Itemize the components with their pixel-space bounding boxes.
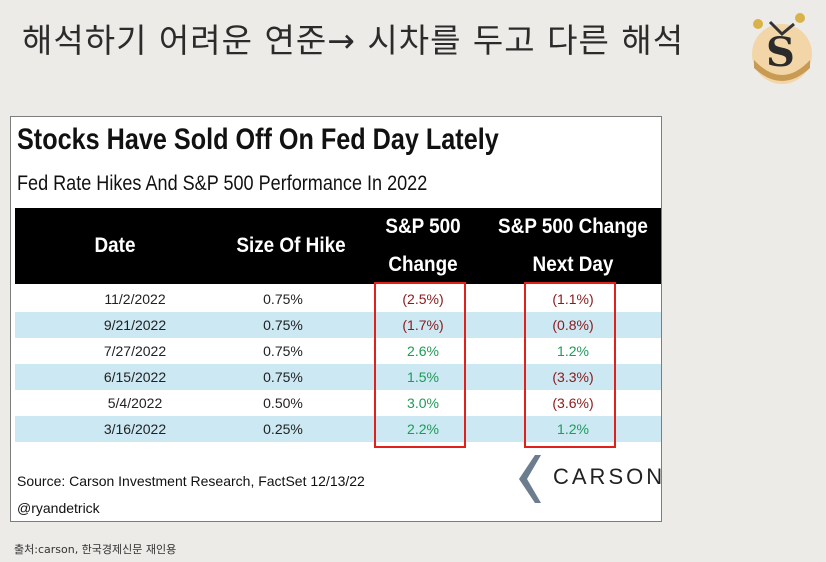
cell-change: 1.5% bbox=[407, 369, 439, 385]
table-body: 11/2/2022 0.75% (2.5%) (1.1%) 9/21/2022 … bbox=[15, 286, 661, 442]
column-header-next-day-line1: S&P 500 Change bbox=[498, 215, 648, 238]
table-row: 6/15/2022 0.75% 1.5% (3.3%) bbox=[15, 364, 661, 390]
column-header-date: Date bbox=[94, 234, 136, 257]
cell-date: 5/4/2022 bbox=[107, 395, 163, 411]
chart-headline: Stocks Have Sold Off On Fed Day Lately bbox=[17, 123, 499, 156]
cell-hike: 0.25% bbox=[263, 421, 303, 437]
cell-hike: 0.75% bbox=[263, 317, 303, 333]
cell-date: 3/16/2022 bbox=[103, 421, 167, 437]
carson-logo-icon bbox=[519, 455, 541, 503]
cell-date: 9/21/2022 bbox=[103, 317, 167, 333]
cell-hike: 0.75% bbox=[263, 369, 303, 385]
cell-hike: 0.75% bbox=[263, 291, 303, 307]
cell-next-day: 1.2% bbox=[557, 343, 589, 359]
svg-text:S: S bbox=[766, 29, 795, 76]
slide-title: 해석하기 어려운 연준→ 시차를 두고 다른 해석 bbox=[22, 21, 685, 60]
cell-change: 2.2% bbox=[407, 421, 439, 437]
column-header-change-line2: Change bbox=[388, 253, 458, 276]
cell-date: 7/27/2022 bbox=[103, 343, 167, 359]
cell-next-day: (1.1%) bbox=[552, 291, 594, 307]
image-footnote: 출처:carson, 한국경제신문 재인용 bbox=[14, 543, 177, 556]
column-header-hike: Size Of Hike bbox=[236, 234, 346, 257]
cell-change: (1.7%) bbox=[402, 317, 444, 333]
cell-change: (2.5%) bbox=[402, 291, 444, 307]
chart-card: Stocks Have Sold Off On Fed Day Lately F… bbox=[10, 116, 662, 522]
highlight-box-change bbox=[374, 282, 466, 448]
cell-hike: 0.75% bbox=[263, 343, 303, 359]
carson-brand: CARSON bbox=[553, 464, 666, 489]
cell-next-day: (3.6%) bbox=[552, 395, 594, 411]
cell-change: 2.6% bbox=[407, 343, 439, 359]
cell-next-day: 1.2% bbox=[557, 421, 589, 437]
chart-subhead: Fed Rate Hikes And S&P 500 Performance I… bbox=[17, 172, 428, 195]
cell-hike: 0.50% bbox=[263, 395, 303, 411]
cell-next-day: (3.3%) bbox=[552, 369, 594, 385]
table-row: 9/21/2022 0.75% (1.7%) (0.8%) bbox=[15, 312, 661, 338]
column-header-change-line1: S&P 500 bbox=[385, 215, 461, 238]
cell-date: 6/15/2022 bbox=[103, 369, 167, 385]
cell-date: 11/2/2022 bbox=[104, 291, 166, 307]
table-row: 11/2/2022 0.75% (2.5%) (1.1%) bbox=[15, 286, 661, 312]
column-header-next-day-line2: Next Day bbox=[532, 253, 614, 276]
cell-next-day: (0.8%) bbox=[552, 317, 594, 333]
channel-logo-icon: S bbox=[752, 13, 812, 84]
source-note: Source: Carson Investment Research, Fact… bbox=[17, 473, 365, 489]
table-row: 7/27/2022 0.75% 2.6% 1.2% bbox=[15, 338, 661, 364]
highlight-box-next-day bbox=[524, 282, 616, 448]
cell-change: 3.0% bbox=[407, 395, 439, 411]
table-row: 5/4/2022 0.50% 3.0% (3.6%) bbox=[15, 390, 661, 416]
author-handle: @ryandetrick bbox=[17, 500, 100, 516]
table-row: 3/16/2022 0.25% 2.2% 1.2% bbox=[15, 416, 661, 442]
table-header: Date Size Of Hike S&P 500 Change S&P 500… bbox=[15, 208, 661, 284]
